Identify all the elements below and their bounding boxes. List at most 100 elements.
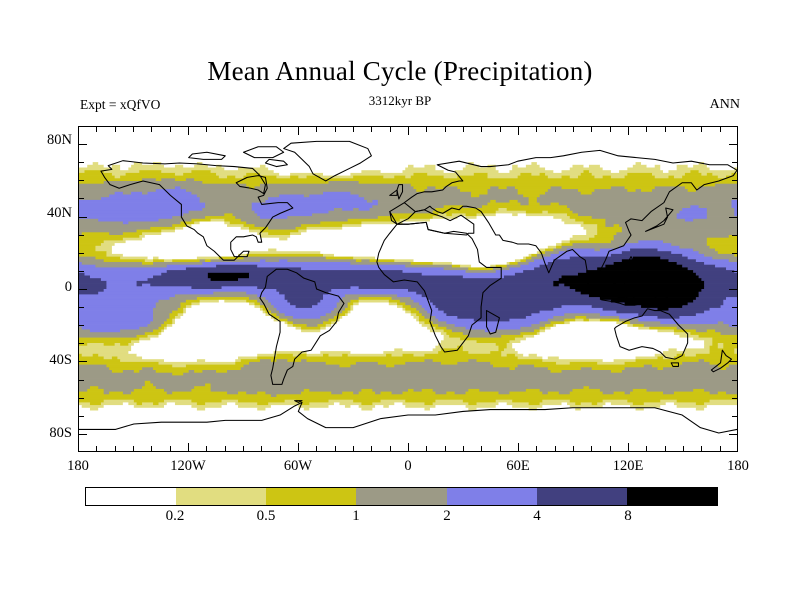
x-tick-mark-bottom	[224, 446, 226, 451]
x-tick-mark-top	[609, 127, 611, 132]
colorbar-label-1: 0.5	[256, 508, 276, 524]
y-tick-mark-right	[732, 252, 737, 254]
x-tick-mark-top	[206, 127, 208, 132]
colorbar-label-5: 8	[624, 508, 632, 524]
y-tick-mark-left	[79, 307, 84, 309]
x-tick-mark-bottom	[114, 446, 116, 451]
y-tick-mark-right	[732, 415, 737, 417]
y-tick-mark-left	[79, 180, 84, 182]
x-tick-mark-top	[664, 127, 666, 132]
y-tick-mark-left	[79, 361, 87, 363]
x-tick-mark-bottom	[628, 443, 629, 451]
colorbar-bands	[85, 487, 718, 506]
x-tick-mark-top	[701, 127, 703, 132]
x-tick-mark-bottom	[96, 446, 98, 451]
y-tick-80S: 80S	[49, 425, 72, 441]
y-tick-mark-left	[79, 162, 84, 164]
x-tick-mark-bottom	[683, 446, 684, 451]
x-tick-mark-top	[353, 127, 354, 132]
x-tick-mark-top	[151, 127, 153, 132]
colorbar-band-2	[266, 488, 357, 505]
x-tick-mark-top	[408, 127, 409, 135]
y-tick-mark-left	[79, 198, 84, 200]
y-tick-mark-right	[732, 180, 737, 182]
x-tick-mark-top	[224, 127, 226, 132]
y-tick-mark-right	[732, 234, 737, 236]
colorbar-band-3	[356, 488, 447, 505]
colorbar-label-3: 2	[443, 508, 451, 524]
x-tick-mark-bottom	[279, 446, 281, 451]
x-tick-mark-bottom	[298, 443, 299, 451]
x-tick-mark-top	[554, 127, 556, 132]
y-tick-40N: 40N	[47, 205, 72, 221]
x-tick-mark-bottom	[609, 446, 611, 451]
y-tick-mark-left	[79, 397, 84, 399]
x-tick-mark-bottom	[408, 443, 409, 451]
y-tick-mark-right	[732, 397, 737, 399]
y-tick-0: 0	[64, 279, 72, 295]
x-tick-mark-bottom	[133, 446, 134, 451]
y-tick-mark-left	[79, 252, 84, 254]
x-tick-mark-bottom	[444, 446, 446, 451]
y-tick-mark-left	[79, 234, 84, 236]
y-tick-mark-left	[79, 289, 87, 290]
page-title: Mean Annual Cycle (Precipitation)	[207, 56, 593, 86]
x-tick-mark-top	[591, 127, 593, 132]
x-tick-mark-bottom	[518, 443, 519, 451]
x-tick-mark-top	[96, 127, 98, 132]
colorbar	[85, 487, 718, 506]
x-tick-mark-top	[169, 127, 171, 132]
y-tick-mark-right	[732, 270, 737, 272]
x-tick-mark-top	[719, 127, 721, 132]
x-tick-mark-top	[646, 127, 648, 132]
x-tick-mark-bottom	[573, 446, 574, 451]
x-tick-mark-top	[133, 127, 134, 132]
x-tick-mark-top	[371, 127, 373, 132]
x-tick-60E: 60E	[506, 458, 530, 474]
x-tick-mark-bottom	[719, 446, 721, 451]
x-tick-mark-bottom	[426, 446, 428, 451]
y-tick-mark-right	[729, 144, 737, 146]
x-tick-mark-bottom	[261, 446, 263, 451]
x-tick-mark-top	[444, 127, 446, 132]
precipitation-field	[79, 127, 737, 451]
colorbar-band-0	[86, 488, 177, 505]
colorbar-band-1	[176, 488, 267, 505]
x-tick-mark-top	[316, 127, 318, 132]
map-plot-area	[78, 126, 738, 452]
x-tick-mark-top	[334, 127, 336, 132]
x-tick-mark-top	[518, 127, 519, 135]
x-tick-mark-top	[243, 127, 244, 132]
x-tick-mark-top	[573, 127, 574, 132]
x-tick-mark-bottom	[169, 446, 171, 451]
x-tick-mark-top	[481, 127, 483, 132]
colorbar-label-4: 4	[533, 508, 541, 524]
x-tick-mark-bottom	[646, 446, 648, 451]
x-tick-mark-bottom	[536, 446, 538, 451]
experiment-label: Expt = xQfVO	[80, 97, 161, 112]
x-tick-mark-top	[463, 127, 464, 132]
y-tick-mark-left	[79, 415, 84, 417]
colorbar-band-5	[536, 488, 627, 505]
x-tick-mark-bottom	[188, 443, 189, 451]
x-tick-mark-bottom	[206, 446, 208, 451]
x-tick-mark-top	[114, 127, 116, 132]
y-tick-mark-right	[732, 198, 737, 200]
season-label: ANN	[709, 97, 740, 112]
y-tick-mark-left	[79, 216, 87, 218]
x-tick-mark-top	[188, 127, 189, 135]
x-tick-180E: 180	[727, 458, 749, 474]
x-tick-mark-top	[536, 127, 538, 132]
x-tick-mark-top	[628, 127, 629, 135]
x-tick-mark-bottom	[151, 446, 153, 451]
x-tick-mark-bottom	[591, 446, 593, 451]
x-tick-180W: 180	[67, 458, 89, 474]
x-tick-120W: 120W	[170, 458, 206, 474]
x-tick-mark-bottom	[554, 446, 556, 451]
x-tick-mark-top	[499, 127, 501, 132]
y-tick-mark-left	[79, 270, 84, 272]
y-tick-mark-right	[732, 379, 737, 381]
x-tick-mark-bottom	[463, 446, 464, 451]
x-tick-mark-top	[389, 127, 391, 132]
